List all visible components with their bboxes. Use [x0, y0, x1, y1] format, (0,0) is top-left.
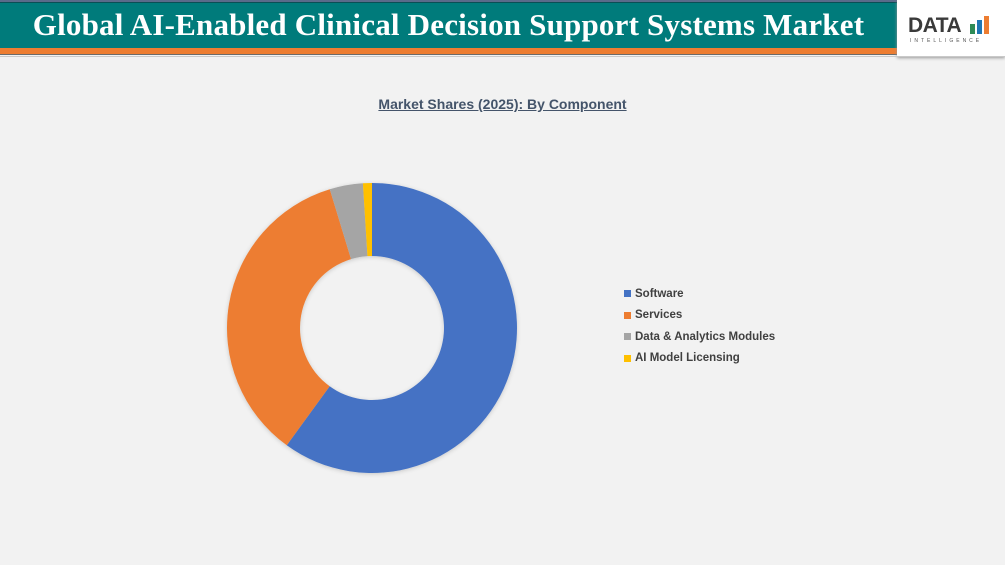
donut-slice-ai-model-licensing [362, 183, 372, 257]
header-accent-strip [0, 48, 897, 55]
page-title: Global AI-Enabled Clinical Decision Supp… [32, 7, 865, 42]
donut-slice-services [227, 189, 352, 446]
top-border [0, 0, 1005, 2]
legend-label: Data & Analytics Modules [635, 330, 776, 343]
legend-swatch [624, 354, 631, 362]
legend-swatch [624, 333, 631, 341]
legend-swatch [624, 311, 631, 319]
logo-subtext: INTELLIGENCE [910, 38, 983, 44]
legend-item: AI Model Licensing [624, 348, 775, 370]
legend-item: Services [624, 305, 775, 327]
chart-title: Market Shares (2025): By Component [378, 96, 627, 112]
divider [0, 56, 1005, 57]
logo-bar [984, 16, 989, 34]
legend-label: Services [635, 309, 683, 322]
legend: Software Services Data & Analytics Modules… [624, 283, 775, 369]
legend-label: AI Model Licensing [635, 352, 740, 365]
donut-chart [227, 183, 517, 474]
donut-slice-software [286, 183, 517, 474]
logo-bar [977, 20, 982, 34]
legend-item: Software [624, 283, 775, 305]
donut-slice-data-analytics-modules [329, 183, 368, 260]
logo-word: DATA [908, 14, 962, 37]
legend-swatch [624, 290, 631, 298]
legend-item: Data & Analytics Modules [624, 326, 775, 348]
header-banner: Global AI-Enabled Clinical Decision Supp… [0, 2, 897, 49]
logo-bar [970, 24, 975, 34]
legend-label: Software [635, 287, 684, 300]
datam-intelligence-logo: DATA INTELLIGENCE [897, 0, 1005, 56]
